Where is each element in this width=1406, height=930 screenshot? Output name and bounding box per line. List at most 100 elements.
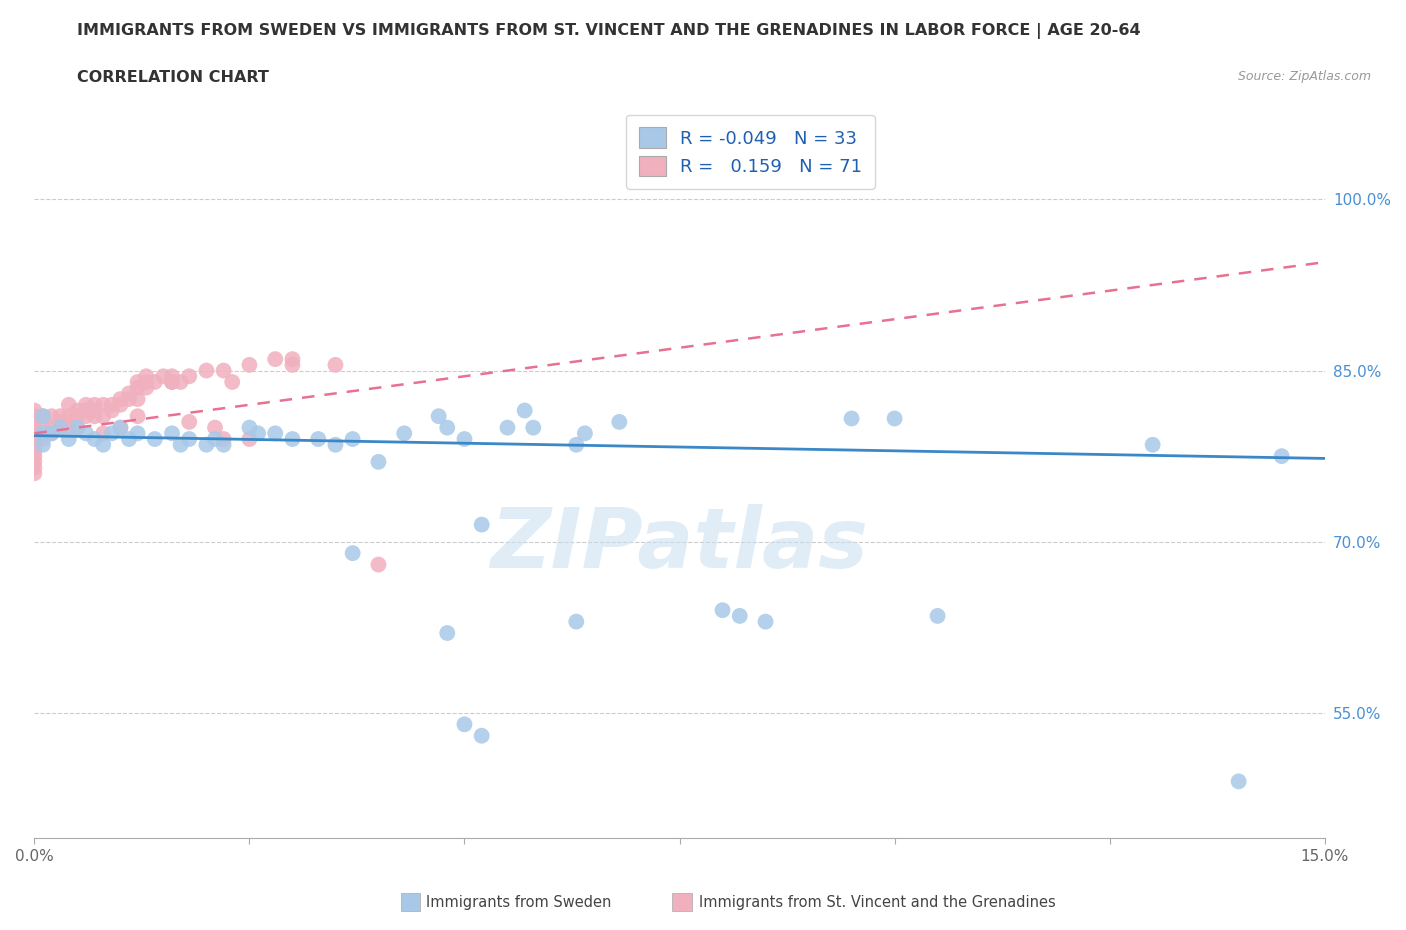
Point	[110, 420, 132, 435]
Point	[58, 420, 80, 435]
Point	[127, 380, 149, 395]
Point	[325, 437, 347, 452]
Point	[101, 403, 124, 418]
Point	[394, 426, 416, 441]
Point	[66, 420, 89, 435]
Point	[212, 432, 235, 446]
Point	[342, 432, 364, 446]
Point	[75, 403, 97, 418]
Point	[118, 386, 141, 401]
Point	[41, 426, 63, 441]
Point	[1271, 448, 1294, 463]
Point	[66, 420, 89, 435]
Point	[1227, 774, 1250, 789]
Point	[22, 432, 45, 446]
Point	[49, 420, 72, 435]
Point	[754, 614, 776, 629]
Point	[427, 409, 450, 424]
Point	[496, 420, 519, 435]
Point	[127, 392, 149, 406]
Point	[169, 437, 191, 452]
Point	[1142, 437, 1164, 452]
Point	[118, 432, 141, 446]
Point	[83, 403, 105, 418]
Point	[471, 728, 494, 743]
Point	[212, 363, 235, 378]
Point	[179, 369, 201, 384]
Point	[195, 437, 218, 452]
Point	[91, 397, 114, 412]
Text: CORRELATION CHART: CORRELATION CHART	[77, 70, 269, 85]
Point	[565, 614, 588, 629]
Point	[152, 369, 174, 384]
Point	[135, 369, 157, 384]
Point	[169, 375, 191, 390]
Point	[436, 420, 458, 435]
Point	[565, 437, 588, 452]
Point	[110, 420, 132, 435]
Legend: R = -0.049   N = 33, R =   0.159   N = 71: R = -0.049 N = 33, R = 0.159 N = 71	[626, 114, 875, 189]
Point	[22, 448, 45, 463]
Point	[32, 432, 55, 446]
Point	[281, 352, 304, 366]
Point	[32, 409, 55, 424]
Point	[160, 375, 183, 390]
Point	[58, 415, 80, 430]
Point	[160, 369, 183, 384]
Point	[49, 415, 72, 430]
Point	[264, 426, 287, 441]
Point	[264, 352, 287, 366]
Point	[127, 409, 149, 424]
Point	[41, 426, 63, 441]
Text: IMMIGRANTS FROM SWEDEN VS IMMIGRANTS FROM ST. VINCENT AND THE GRENADINES IN LABO: IMMIGRANTS FROM SWEDEN VS IMMIGRANTS FRO…	[77, 23, 1140, 39]
Text: ZIPatlas: ZIPatlas	[491, 503, 869, 585]
Point	[195, 363, 218, 378]
Point	[367, 455, 389, 470]
Point	[32, 409, 55, 424]
Point	[607, 415, 630, 430]
Point	[75, 426, 97, 441]
Point	[110, 392, 132, 406]
Point	[728, 608, 751, 623]
Point	[58, 409, 80, 424]
Point	[75, 397, 97, 412]
Point	[58, 397, 80, 412]
Point	[75, 409, 97, 424]
Point	[247, 426, 270, 441]
Point	[66, 403, 89, 418]
Text: Source: ZipAtlas.com: Source: ZipAtlas.com	[1237, 70, 1371, 83]
Point	[367, 557, 389, 572]
Point	[32, 420, 55, 435]
Text: Immigrants from Sweden: Immigrants from Sweden	[426, 895, 612, 910]
Point	[22, 460, 45, 475]
Point	[325, 357, 347, 372]
Point	[453, 432, 475, 446]
Point	[83, 397, 105, 412]
Point	[453, 717, 475, 732]
Point	[22, 420, 45, 435]
Point	[522, 420, 544, 435]
Point	[118, 392, 141, 406]
Point	[160, 426, 183, 441]
Point	[127, 375, 149, 390]
Point	[135, 380, 157, 395]
Point	[160, 375, 183, 390]
Point	[436, 626, 458, 641]
Point	[221, 375, 243, 390]
Text: Immigrants from St. Vincent and the Grenadines: Immigrants from St. Vincent and the Gren…	[699, 895, 1056, 910]
Point	[22, 409, 45, 424]
Point	[238, 357, 260, 372]
Point	[179, 415, 201, 430]
Point	[22, 403, 45, 418]
Point	[883, 411, 905, 426]
Point	[179, 432, 201, 446]
Point	[83, 432, 105, 446]
Point	[91, 437, 114, 452]
Point	[22, 466, 45, 481]
Point	[711, 603, 734, 618]
Point	[281, 357, 304, 372]
Point	[41, 409, 63, 424]
Point	[204, 420, 226, 435]
Point	[204, 432, 226, 446]
Point	[143, 375, 166, 390]
